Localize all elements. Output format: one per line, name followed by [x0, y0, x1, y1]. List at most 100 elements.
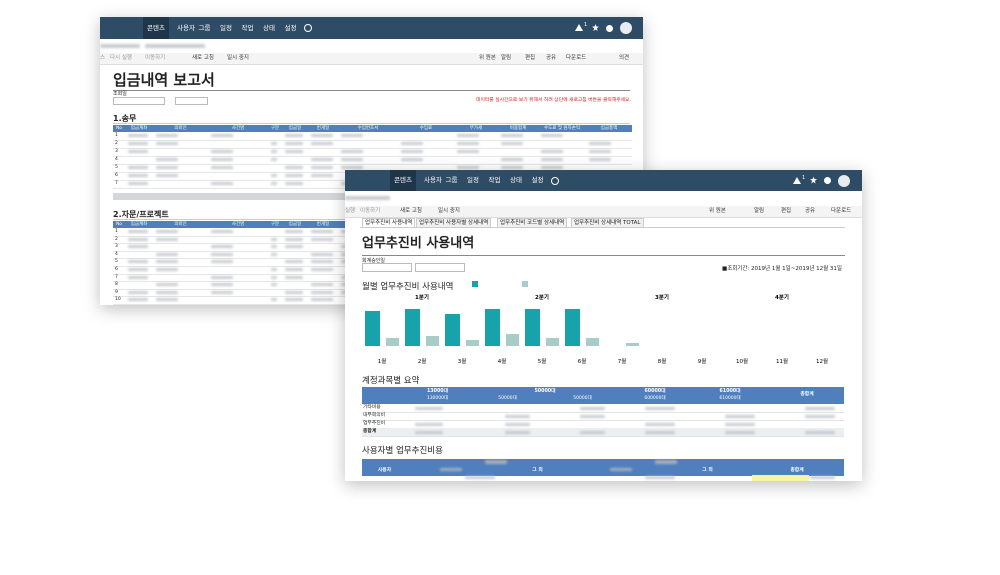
blurred-text	[285, 260, 303, 264]
x-tick-label: 10월	[736, 357, 748, 365]
date-input[interactable]	[362, 263, 412, 272]
avatar[interactable]	[620, 22, 632, 34]
blurred-text	[128, 237, 148, 241]
x-tick-label: 2월	[418, 357, 427, 365]
nav-item[interactable]: 콘텐츠	[390, 170, 416, 191]
blurred-text	[285, 290, 303, 294]
blurred-text	[580, 430, 605, 434]
column-header: 수임번호서	[357, 126, 379, 131]
blurred-text	[285, 245, 303, 249]
bar	[386, 338, 399, 346]
toolbar-button[interactable]: 새로 고침	[192, 55, 214, 61]
column-subheader: 130000대	[426, 396, 449, 401]
toolbar-button[interactable]: 실행	[345, 208, 356, 214]
blurred-text	[128, 298, 148, 302]
blurred-text	[156, 290, 178, 294]
nav-item[interactable]: 사용자	[177, 24, 195, 32]
avatar[interactable]	[838, 174, 850, 187]
search-icon[interactable]	[551, 176, 559, 185]
nav-item[interactable]: 작업	[241, 24, 254, 32]
field-label: 회계승인일	[362, 258, 386, 264]
toolbar-button[interactable]: 의견	[619, 55, 630, 61]
toolbar-button[interactable]: 위 원본	[479, 55, 496, 61]
tab[interactable]: 업무추진비 사용자별 상세내역	[416, 218, 492, 227]
blurred-text	[285, 237, 303, 241]
toolbar-button[interactable]: 일시 중지	[227, 55, 249, 61]
bar	[626, 343, 639, 346]
blurred-text	[341, 166, 363, 169]
row-number: 8	[115, 282, 118, 288]
search-icon[interactable]	[304, 24, 312, 32]
nav-item[interactable]: 설정	[531, 176, 544, 184]
toolbar-button[interactable]: 일시 중지	[438, 208, 460, 214]
toolbar-button[interactable]: 다시 실행	[110, 55, 132, 61]
favorite-icon[interactable]	[810, 176, 817, 184]
refresh-notice: 데이터를 실시간으로 보기 위해서 하려 상단에 새로고침 버튼을 클릭해주세요…	[476, 98, 631, 103]
row-label: 총합계	[363, 429, 377, 434]
nav-item[interactable]: 일정	[467, 176, 479, 184]
tab[interactable]: 업무추진비 코드별 상세내역	[497, 218, 568, 227]
blurred-text	[805, 414, 835, 418]
row-number: 5	[115, 259, 118, 265]
date-input[interactable]	[415, 263, 465, 272]
blurred-text	[128, 260, 148, 264]
date-input[interactable]	[113, 97, 165, 105]
blurred-text	[285, 166, 303, 169]
toolbar-button[interactable]: 공유	[546, 55, 557, 61]
bar	[546, 338, 559, 346]
column-header: 수도료 및 원자손익	[544, 126, 580, 131]
nav-item[interactable]: 그룹	[445, 176, 458, 184]
toolbar-button[interactable]: 다운로드	[566, 55, 587, 61]
blurred-text	[457, 150, 479, 153]
toolbar-button[interactable]: 공유	[805, 208, 816, 214]
row-number: 1	[115, 229, 118, 234]
alert-icon[interactable]	[793, 176, 801, 184]
row-number: 2	[115, 236, 118, 242]
toolbar-button[interactable]: 편집	[781, 208, 792, 214]
blurred-text	[271, 142, 277, 145]
toolbar-button[interactable]: 알림	[754, 208, 765, 214]
info-icon[interactable]	[606, 24, 613, 32]
blurred-text	[211, 245, 233, 249]
nav-item[interactable]: 작업	[488, 176, 501, 184]
blurred-text	[145, 44, 205, 48]
tab[interactable]: 업무추진비 사용내역	[362, 218, 416, 227]
quarter-label: 2분기	[535, 293, 549, 301]
blurred-text	[457, 134, 479, 137]
blurred-text	[271, 158, 277, 161]
nav-item[interactable]: 사용자	[424, 176, 442, 184]
blurred-text	[128, 182, 148, 185]
toolbar-button[interactable]: 편집	[525, 55, 536, 61]
nav-item[interactable]: 그룹	[198, 24, 211, 32]
alert-icon[interactable]	[575, 24, 583, 31]
column-subheader: 50000대	[498, 396, 517, 401]
blurred-text	[128, 290, 148, 294]
table-header	[362, 459, 844, 476]
alert-count: 1	[584, 22, 588, 28]
toolbar-button[interactable]: 알림	[501, 55, 512, 61]
nav-item[interactable]: 상태	[263, 24, 275, 32]
column-header: 입금총액	[600, 126, 618, 131]
nav-item[interactable]: 설정	[284, 24, 297, 32]
toolbar-button[interactable]: 위 원본	[709, 208, 726, 214]
blurred-text	[211, 283, 233, 287]
nav-item[interactable]: 콘텐츠	[143, 17, 169, 39]
table-row	[113, 132, 632, 141]
column-header: 61000대	[719, 389, 741, 394]
toolbar-button[interactable]: 새로 고침	[400, 208, 422, 214]
date-input[interactable]	[175, 97, 208, 105]
toolbar-button[interactable]: 이동하기	[145, 55, 166, 61]
tab[interactable]: 업무추진비 상세내역 TOTAL	[571, 218, 644, 227]
favorite-icon[interactable]	[592, 24, 599, 31]
info-icon[interactable]	[824, 177, 831, 184]
nav-item[interactable]: 상태	[510, 176, 522, 184]
toolbar-button[interactable]: 스	[100, 55, 106, 61]
toolbar-button[interactable]: 이동하기	[360, 208, 381, 214]
blurred-text	[440, 468, 462, 471]
blurred-text	[501, 158, 523, 161]
nav-item[interactable]: 일정	[220, 24, 232, 32]
toolbar-button[interactable]: 다운로드	[831, 208, 852, 214]
blurred-text	[580, 414, 605, 418]
column-header: 구분	[270, 126, 280, 131]
column-header: 그 외	[532, 468, 543, 473]
